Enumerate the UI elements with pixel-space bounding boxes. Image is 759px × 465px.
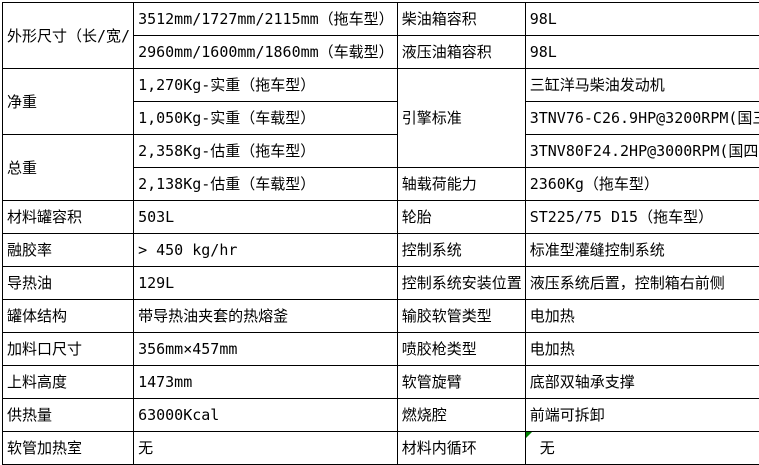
spec-value: 前端可拆卸 (524, 398, 759, 432)
spec-value: 三缸洋马柴油发动机 (524, 68, 759, 102)
table-row: 外形尺寸（长/宽/ 3512mm/1727mm/2115mm（拖车型） 柴油箱容… (1, 2, 759, 69)
spec-value: 电加热 (524, 299, 759, 333)
spec-value: > 450 kg/hr (133, 233, 398, 267)
spec-value: 3512mm/1727mm/2115mm（拖车型） (133, 2, 398, 36)
spec-label-dimensions: 外形尺寸（长/宽/ (1, 2, 135, 69)
table-row: 材料罐容积 503L 轮胎 ST225/75 D15（拖车型） (1, 200, 759, 234)
spec-value-cell: 无 (524, 431, 759, 465)
spec-value: 无 (539, 439, 555, 457)
spec-label-material-circulation: 材料内循环 (396, 431, 526, 465)
spec-value: 底部双轴承支撑 (524, 365, 759, 399)
spec-value: 98L (524, 2, 759, 36)
table-row: 净重 1,270Kg-实重（拖车型） 引擎标准 三缸洋马柴油发动机 (1, 68, 759, 168)
spec-label-loading-height: 上料高度 (1, 365, 135, 399)
spec-label-control-mount-position: 控制系统安装位置 (396, 266, 526, 300)
spec-value: 356mm×457mm (133, 332, 398, 366)
spec-label-net-weight: 净重 (1, 68, 135, 135)
table-row: 上料高度 1473mm 软管旋臂 底部双轴承支撑 (1, 365, 759, 399)
table-row: 加料口尺寸 356mm×457mm 喷胶枪类型 电加热 (1, 332, 759, 366)
spec-value: 1,270Kg-实重（拖车型） (133, 68, 398, 102)
spec-label-tank-structure: 罐体结构 (1, 299, 135, 333)
spec-label-gun-type: 喷胶枪类型 (396, 332, 526, 366)
spec-label-loading-port-size: 加料口尺寸 (1, 332, 135, 366)
spec-label-combustion-chamber: 燃烧腔 (396, 398, 526, 432)
spec-value: 电加热 (524, 332, 759, 366)
spec-label-engine: 引擎标准 (396, 68, 526, 168)
table-row: 罐体结构 带导热油夹套的热熔釜 输胶软管类型 电加热 (1, 299, 759, 333)
spec-value: 2,138Kg-估重（车载型） (133, 167, 398, 201)
spec-label-thermal-oil: 导热油 (1, 266, 135, 300)
spec-label-axle-load: 轴载荷能力 (396, 167, 526, 201)
spec-value: 带导热油夹套的热熔釜 (133, 299, 398, 333)
spec-label-material-tank: 材料罐容积 (1, 200, 135, 234)
spec-value: 98L (524, 35, 759, 69)
spec-value: 3TNV80F24.2HP@3000RPM(国四) (524, 134, 759, 168)
spec-label-hose-boom: 软管旋臂 (396, 365, 526, 399)
spec-value: 无 (133, 431, 398, 465)
table-row: 总重 2,358Kg-估重（拖车型） 3TNV80F24.2HP@3000RPM… (1, 134, 759, 201)
table-row: 导热油 129L 控制系统安装位置 液压系统后置，控制箱右前侧 (1, 266, 759, 300)
spec-value: 标准型灌缝控制系统 (524, 233, 759, 267)
spec-label-heat-output: 供热量 (1, 398, 135, 432)
spec-value: 2960mm/1600mm/1860mm（车载型） (133, 35, 398, 69)
spec-label-tires: 轮胎 (396, 200, 526, 234)
spec-value: 63000Kcal (133, 398, 398, 432)
spec-value: 1,050Kg-实重（车载型） (133, 101, 398, 135)
table-row: 2,138Kg-估重（车载型） 轴载荷能力 2360Kg（拖车型） (3, 167, 759, 201)
table-row: 供热量 63000Kcal 燃烧腔 前端可拆卸 (1, 398, 759, 432)
error-flag-triangle (526, 432, 532, 438)
spec-label-gross-weight: 总重 (1, 134, 135, 201)
spec-value: 2,358Kg-估重（拖车型） (133, 134, 398, 168)
table-row: 2960mm/1600mm/1860mm（车载型） 液压油箱容积 98L (3, 35, 759, 69)
spec-label-melt-rate: 融胶率 (1, 233, 135, 267)
spec-label-hydraulic-tank: 液压油箱容积 (396, 35, 526, 69)
table-row: 软管加热室 无 材料内循环 无 (1, 431, 759, 465)
spec-label-hose-heating-chamber: 软管加热室 (1, 431, 135, 465)
spec-value: 503L (133, 200, 398, 234)
spec-value: 3TNV76-C26.9HP@3200RPM(国三) (524, 101, 759, 135)
spec-label-diesel-tank: 柴油箱容积 (396, 2, 526, 36)
spec-value: ST225/75 D15（拖车型） (524, 200, 759, 234)
spec-value: 2360Kg（拖车型） (524, 167, 759, 201)
spec-label-control-system: 控制系统 (396, 233, 526, 267)
spec-value: 129L (133, 266, 398, 300)
spec-value: 液压系统后置，控制箱右前侧 (524, 266, 759, 300)
spec-label-hose-type: 输胶软管类型 (396, 299, 526, 333)
spec-value: 1473mm (133, 365, 398, 399)
table-row: 融胶率 > 450 kg/hr 控制系统 标准型灌缝控制系统 (1, 233, 759, 267)
